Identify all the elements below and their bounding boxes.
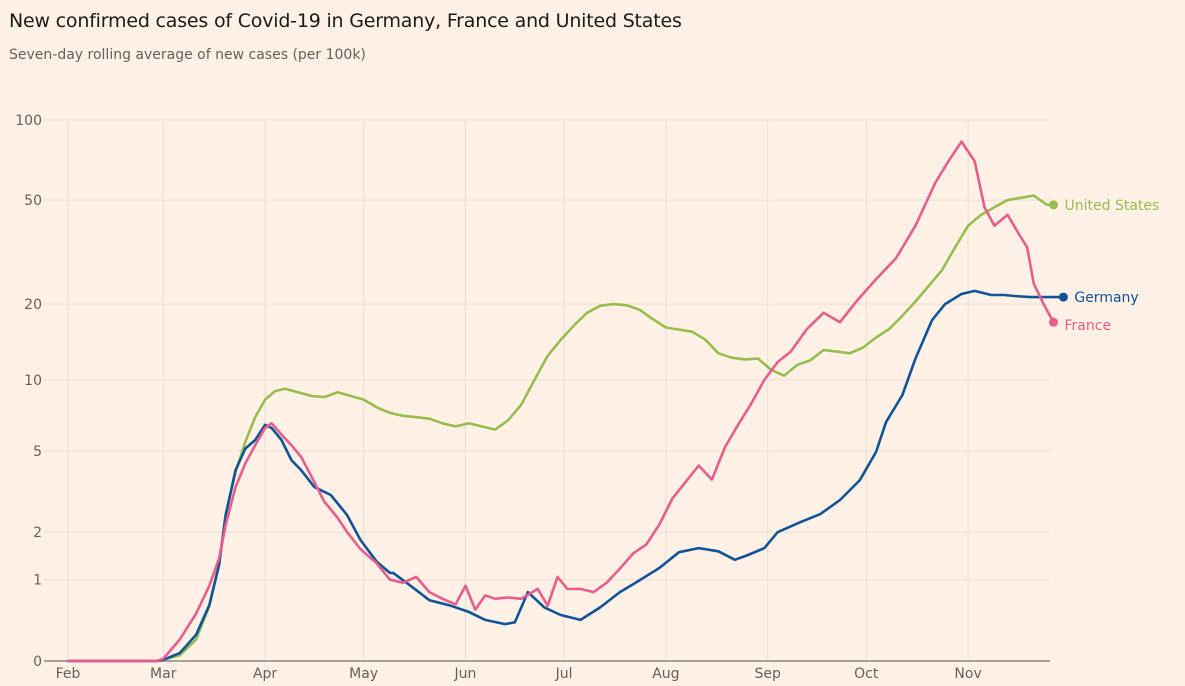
series-label-france: France bbox=[1065, 318, 1112, 334]
x-tick-label: Oct bbox=[854, 666, 879, 682]
y-axis: 0 1 2 5 10 20 50 100 bbox=[15, 113, 42, 670]
y-tick-label: 50 bbox=[24, 193, 42, 209]
y-tick-label: 100 bbox=[15, 113, 42, 129]
x-tick-label: Jul bbox=[555, 666, 573, 682]
series-label-united-states: United States bbox=[1065, 198, 1160, 214]
x-axis: Feb Mar Apr May Jun Jul Aug Sep Oct Nov bbox=[44, 660, 1050, 682]
series-lines bbox=[66, 140, 1065, 663]
y-tick-label: 10 bbox=[24, 373, 42, 389]
series-line-france bbox=[66, 140, 1055, 663]
x-tick-label: Apr bbox=[253, 666, 277, 682]
chart-subtitle: Seven-day rolling average of new cases (… bbox=[9, 47, 366, 63]
x-tick-label: May bbox=[349, 666, 378, 682]
y-tick-label: 0 bbox=[33, 654, 42, 670]
x-tick-label: Mar bbox=[150, 666, 177, 682]
x-tick-label: Feb bbox=[56, 666, 81, 682]
x-tick-label: Jun bbox=[454, 666, 477, 682]
end-marker-united-states bbox=[1049, 200, 1058, 210]
x-tick-label: Nov bbox=[954, 666, 981, 682]
y-tick-label: 2 bbox=[33, 525, 42, 541]
series-label-germany: Germany bbox=[1074, 290, 1138, 306]
gridlines bbox=[44, 119, 1050, 661]
series-line-united-states bbox=[66, 194, 1055, 663]
y-tick-label: 1 bbox=[33, 573, 42, 589]
y-tick-label: 20 bbox=[24, 297, 42, 313]
end-marker-france bbox=[1049, 317, 1058, 327]
end-marker-germany bbox=[1058, 292, 1068, 302]
y-tick-label: 5 bbox=[33, 444, 42, 460]
x-tick-label: Sep bbox=[755, 666, 782, 682]
x-tick-label: Aug bbox=[652, 666, 679, 682]
series-line-germany bbox=[66, 289, 1065, 663]
chart-title: New confirmed cases of Covid-19 in Germa… bbox=[9, 10, 682, 32]
series-labels: Germany France United States bbox=[1049, 198, 1159, 334]
